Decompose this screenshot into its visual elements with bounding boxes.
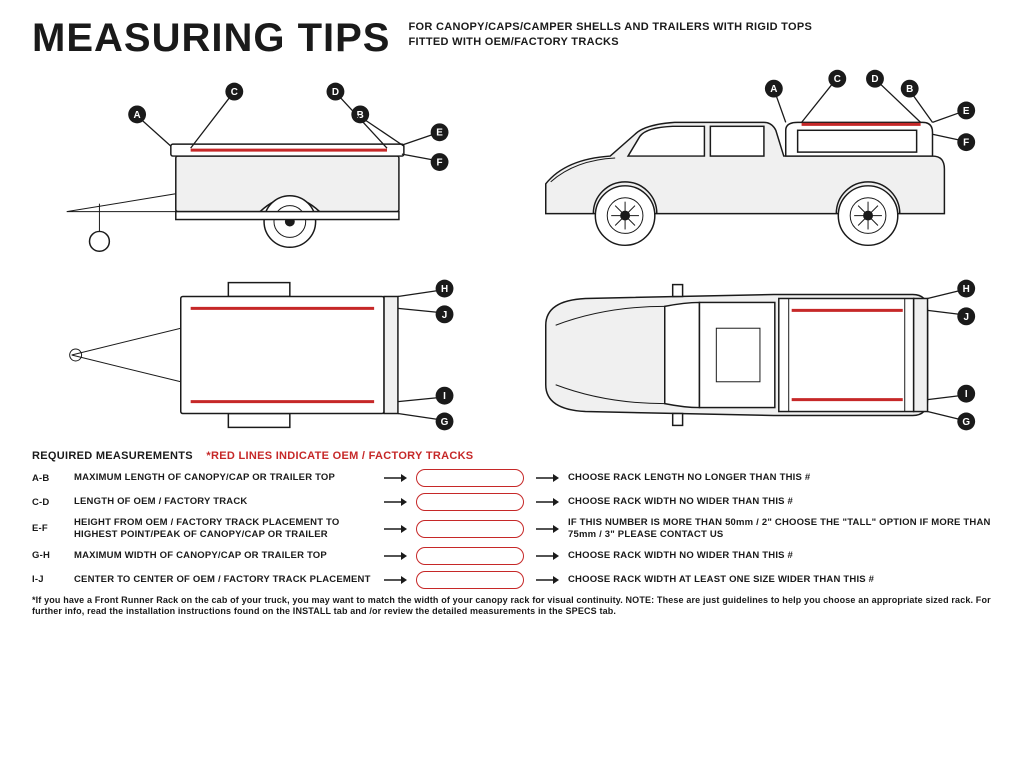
section-header: REQUIRED MEASUREMENTS *RED LINES INDICAT… [32, 450, 992, 462]
row-key: A-B [32, 473, 68, 484]
svg-text:A: A [134, 110, 141, 121]
input-blank[interactable] [416, 520, 524, 538]
row-result: CHOOSE RACK LENGTH NO LONGER THAN THIS # [568, 472, 992, 484]
svg-text:F: F [437, 157, 443, 168]
svg-text:H: H [441, 284, 448, 295]
measurement-row: G-H MAXIMUM WIDTH OF CANOPY/CAP OR TRAIL… [32, 547, 992, 565]
row-result: IF THIS NUMBER IS MORE THAN 50mm / 2" CH… [568, 517, 992, 541]
measurement-rows: A-B MAXIMUM LENGTH OF CANOPY/CAP OR TRAI… [32, 469, 992, 589]
row-key: E-F [32, 523, 68, 534]
svg-text:C: C [231, 87, 238, 98]
input-blank[interactable] [416, 493, 524, 511]
measurement-row: C-D LENGTH OF OEM / FACTORY TRACK CHOOSE… [32, 493, 992, 511]
svg-text:D: D [332, 87, 339, 98]
svg-text:I: I [443, 391, 446, 402]
arrow-icon [380, 497, 410, 507]
truck-top-diagram: H J I G [516, 270, 992, 440]
svg-text:A: A [770, 84, 777, 95]
svg-text:J: J [442, 310, 448, 321]
row-key: G-H [32, 550, 68, 561]
arrow-icon [532, 473, 562, 483]
svg-text:E: E [963, 106, 970, 117]
measurement-row: I-J CENTER TO CENTER OF OEM / FACTORY TR… [32, 571, 992, 589]
measurement-row: E-F HEIGHT FROM OEM / FACTORY TRACK PLAC… [32, 517, 992, 541]
diagram-grid: A B C D E F [32, 64, 992, 440]
svg-text:G: G [962, 417, 970, 428]
input-blank[interactable] [416, 547, 524, 565]
measurement-row: A-B MAXIMUM LENGTH OF CANOPY/CAP OR TRAI… [32, 469, 992, 487]
arrow-icon [380, 575, 410, 585]
page-title: MEASURING TIPS [32, 18, 390, 58]
row-result: CHOOSE RACK WIDTH NO WIDER THAN THIS # [568, 550, 992, 562]
svg-text:D: D [871, 74, 878, 85]
row-desc: MAXIMUM LENGTH OF CANOPY/CAP OR TRAILER … [74, 472, 374, 484]
arrow-icon [532, 575, 562, 585]
row-key: I-J [32, 574, 68, 585]
arrow-icon [380, 551, 410, 561]
arrow-icon [380, 524, 410, 534]
row-desc: LENGTH OF OEM / FACTORY TRACK [74, 496, 374, 508]
footer-note: *If you have a Front Runner Rack on the … [32, 595, 992, 618]
svg-text:C: C [834, 74, 841, 85]
row-desc: MAXIMUM WIDTH OF CANOPY/CAP OR TRAILER T… [74, 550, 374, 562]
svg-text:J: J [963, 312, 969, 323]
row-result: CHOOSE RACK WIDTH AT LEAST ONE SIZE WIDE… [568, 574, 992, 586]
arrow-icon [380, 473, 410, 483]
header: MEASURING TIPS FOR CANOPY/CAPS/CAMPER SH… [32, 18, 992, 58]
svg-text:B: B [906, 84, 913, 95]
svg-text:I: I [965, 389, 968, 400]
row-desc: CENTER TO CENTER OF OEM / FACTORY TRACK … [74, 574, 374, 586]
svg-text:E: E [436, 128, 443, 139]
row-result: CHOOSE RACK WIDTH NO WIDER THAN THIS # [568, 496, 992, 508]
trailer-top-diagram: H J I G [32, 270, 508, 440]
arrow-icon [532, 524, 562, 534]
row-desc: HEIGHT FROM OEM / FACTORY TRACK PLACEMEN… [74, 517, 374, 541]
trailer-side-diagram: A B C D E F [32, 64, 508, 264]
truck-side-diagram: A B C D E F [516, 64, 992, 264]
svg-text:F: F [963, 138, 969, 149]
arrow-icon [532, 551, 562, 561]
input-blank[interactable] [416, 571, 524, 589]
row-key: C-D [32, 497, 68, 508]
svg-text:G: G [441, 417, 449, 428]
svg-text:H: H [963, 284, 970, 295]
input-blank[interactable] [416, 469, 524, 487]
arrow-icon [532, 497, 562, 507]
page-subtitle: FOR CANOPY/CAPS/CAMPER SHELLS AND TRAILE… [408, 18, 812, 50]
